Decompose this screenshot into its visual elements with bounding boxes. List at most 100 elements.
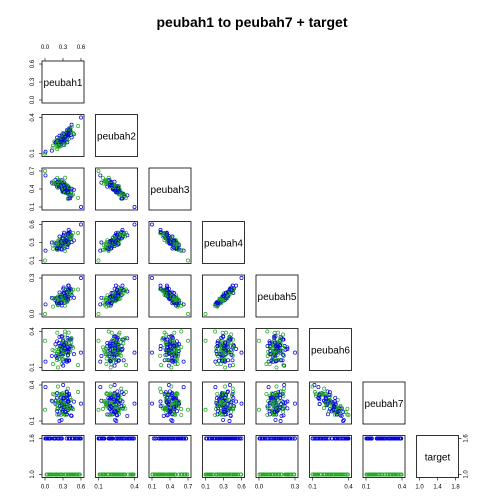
data-point xyxy=(273,351,278,356)
data-point xyxy=(61,132,66,137)
data-point xyxy=(114,340,118,345)
data-point xyxy=(275,436,280,441)
data-point xyxy=(71,407,76,412)
data-point xyxy=(346,412,351,417)
data-point xyxy=(71,352,76,357)
data-point xyxy=(102,296,106,301)
data-point xyxy=(215,391,220,396)
panel-frame xyxy=(41,167,85,211)
data-point xyxy=(114,419,119,423)
data-point xyxy=(158,353,163,358)
tick-label-left: 0.1 xyxy=(30,202,36,211)
data-point xyxy=(234,283,238,288)
data-point xyxy=(115,392,120,397)
data-point xyxy=(223,365,228,370)
tick-label-bottom: 0.6 xyxy=(77,485,86,491)
data-point xyxy=(50,472,55,477)
panel-2-2: peubah3 xyxy=(148,167,192,211)
data-point xyxy=(69,413,73,418)
data-point xyxy=(282,386,286,391)
data-point xyxy=(71,131,76,136)
data-point xyxy=(51,179,55,184)
data-point xyxy=(99,472,104,477)
data-point xyxy=(166,407,171,411)
data-point xyxy=(366,436,371,441)
data-point xyxy=(169,351,174,356)
data-point xyxy=(56,357,61,362)
data-point xyxy=(100,407,105,411)
data-point xyxy=(108,365,113,370)
panel-5-2 xyxy=(148,328,192,371)
data-point xyxy=(114,190,119,195)
data-point xyxy=(213,385,218,390)
data-point xyxy=(213,359,218,364)
data-point xyxy=(55,330,60,335)
data-point xyxy=(223,405,228,410)
data-point xyxy=(112,363,117,368)
data-point xyxy=(168,436,173,441)
panel-frame xyxy=(148,167,192,211)
data-point xyxy=(105,341,110,345)
data-point xyxy=(226,291,231,296)
data-point xyxy=(162,345,167,350)
data-point xyxy=(273,391,278,396)
data-point xyxy=(99,353,104,358)
data-point xyxy=(169,417,174,422)
panel-1-0 xyxy=(41,114,85,157)
data-point xyxy=(229,352,234,357)
data-point xyxy=(223,343,228,348)
data-point xyxy=(310,436,315,441)
data-point xyxy=(221,346,226,351)
data-point xyxy=(220,400,225,405)
data-point xyxy=(322,386,327,391)
panel-7-3 xyxy=(202,435,245,478)
tick-label-left: 0.1 xyxy=(30,149,36,158)
data-point xyxy=(274,384,279,389)
data-point xyxy=(268,395,273,400)
data-point xyxy=(55,141,60,146)
data-point xyxy=(99,398,104,403)
data-point xyxy=(69,413,74,418)
data-point xyxy=(60,391,65,396)
data-point xyxy=(71,192,76,197)
data-point xyxy=(277,436,282,441)
data-point xyxy=(121,233,126,238)
panel-frame xyxy=(309,328,352,371)
data-point xyxy=(324,402,329,407)
data-point xyxy=(158,399,163,404)
data-point xyxy=(186,338,190,343)
data-point xyxy=(172,290,176,295)
data-point xyxy=(173,298,178,302)
data-point xyxy=(98,436,102,441)
data-point xyxy=(317,401,322,406)
panel-6-5 xyxy=(309,381,352,425)
data-point xyxy=(235,472,240,477)
variable-label: peubah7 xyxy=(365,399,404,410)
data-point xyxy=(228,436,233,441)
data-point xyxy=(165,413,170,418)
data-point xyxy=(181,359,186,364)
data-point xyxy=(316,385,321,390)
data-point xyxy=(69,124,74,129)
data-point xyxy=(264,391,269,396)
data-point xyxy=(265,329,270,334)
data-point xyxy=(106,248,111,253)
data-point xyxy=(214,349,219,353)
data-point xyxy=(71,187,76,192)
data-point xyxy=(121,358,126,363)
data-point xyxy=(337,472,342,477)
data-point xyxy=(332,405,337,410)
panel-frame xyxy=(255,435,299,478)
data-point xyxy=(278,339,283,344)
data-point xyxy=(62,183,67,187)
data-point xyxy=(376,436,381,441)
data-point xyxy=(119,344,124,348)
data-point xyxy=(329,409,334,414)
data-point xyxy=(99,240,104,245)
data-point xyxy=(115,351,120,356)
data-point xyxy=(231,395,236,400)
data-point xyxy=(319,472,324,477)
data-point xyxy=(239,436,244,441)
data-point xyxy=(222,351,227,356)
